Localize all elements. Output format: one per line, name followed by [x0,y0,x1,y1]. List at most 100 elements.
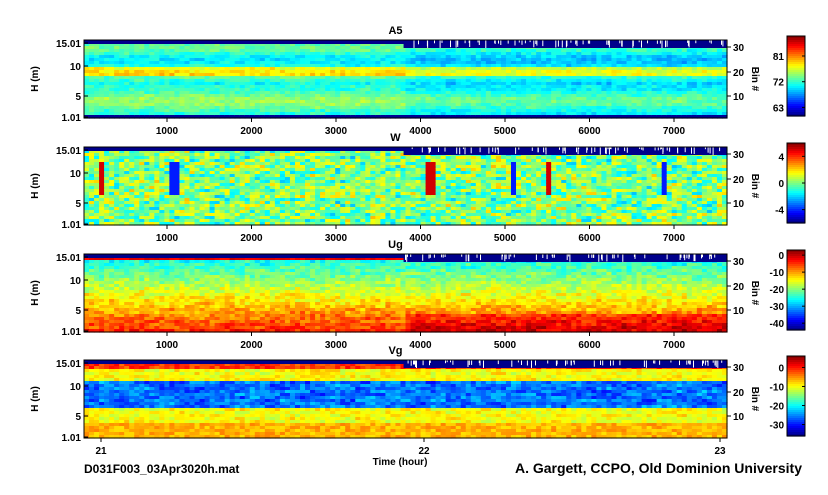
heatmap-cell [114,97,120,101]
heatmap-cell [475,97,482,101]
heatmap-cell [134,91,140,95]
heatmap-cell [681,94,688,98]
heatmap-cell [169,46,176,50]
heatmap-cell [360,186,366,190]
heatmap-cell [676,91,683,95]
heatmap-cell [199,153,206,157]
heatmap-cell [179,222,186,226]
heatmap-cell [279,94,286,98]
heatmap-cell [179,94,186,98]
heatmap-cell [320,88,326,92]
heatmap-cell [234,100,241,104]
heatmap-cell [320,64,326,68]
heatmap-cell [179,186,186,190]
heatmap-cell [686,109,693,113]
surface-spike [533,40,535,48]
heatmap-cell [536,115,542,119]
heatmap-cell [134,82,140,86]
heatmap-cell [214,156,221,160]
heatmap-cell [234,85,241,89]
heatmap-cell [681,58,688,62]
heatmap-cell [415,79,422,83]
heatmap-cell [199,219,206,223]
heatmap-cell [721,97,728,101]
heatmap-cell [566,94,572,98]
heatmap-cell [345,177,351,181]
heatmap-cell [89,195,95,199]
heatmap-cell [164,67,170,71]
heatmap-cell [380,106,386,110]
heatmap-cell [495,85,502,89]
heatmap-cell [390,58,397,62]
heatmap-cell [460,70,467,74]
heatmap-cell [169,192,176,196]
heatmap-cell [99,100,105,104]
heatmap-cell [239,58,246,62]
heatmap-cell [505,79,512,83]
heatmap-cell [621,64,628,68]
heatmap-cell [89,55,95,59]
heatmap-cell [129,219,135,223]
heatmap-cell [360,61,366,65]
heatmap-cell [556,58,562,62]
heatmap-cell [440,103,447,107]
heatmap-cell [274,55,281,59]
heatmap-cell [305,46,311,50]
heatmap-cell [661,109,668,113]
heatmap-cell [199,115,206,119]
heatmap-cell [370,216,376,220]
heatmap-cell [279,46,286,50]
heatmap-cell [119,183,125,187]
heatmap-cell [681,88,688,92]
heatmap-cell [244,189,251,193]
heatmap-cell [485,76,492,80]
heatmap-cell [144,198,150,202]
heatmap-cell [229,73,236,77]
heatmap-cell [269,204,276,208]
heatmap-cell [189,162,196,166]
heatmap-cell [330,177,336,181]
heatmap-cell [691,70,698,74]
heatmap-cell [325,46,331,50]
heatmap-cell [129,97,135,101]
heatmap-cell [214,222,221,226]
heatmap-cell [335,115,341,119]
heatmap-cell [385,58,392,62]
heatmap-cell [490,88,497,92]
heatmap-cell [616,94,623,98]
heatmap-cell [154,112,160,116]
heatmap-cell [124,112,130,116]
heatmap-cell [470,106,477,110]
heatmap-cell [571,112,577,116]
heatmap-cell [611,73,618,77]
heatmap-cell [169,168,176,172]
heatmap-cell [345,210,351,214]
heatmap-cell [134,162,140,166]
heatmap-cell [696,85,703,89]
heatmap-cell [616,112,623,116]
heatmap-cell [365,109,371,113]
heatmap-cell [224,222,231,226]
heatmap-cell [716,64,723,68]
heatmap-cell [169,165,176,169]
heatmap-cell [254,70,261,74]
heatmap-cell [430,64,437,68]
colorbar-swatch [787,108,805,111]
heatmap-cell [104,198,110,202]
heatmap-cell [611,58,618,62]
heatmap-cell [335,88,341,92]
heatmap-cell [179,162,186,166]
heatmap-cell [561,82,567,86]
heatmap-cell [229,168,236,172]
heatmap-cell [89,82,95,86]
heatmap-cell [219,183,226,187]
heatmap-cell [104,171,110,175]
heatmap-cell [99,159,105,163]
heatmap-cell [124,195,130,199]
heatmap-cell [636,76,643,80]
heatmap-cell [541,94,547,98]
heatmap-cell [340,55,346,59]
heatmap-cell [154,177,160,181]
heatmap-cell [646,73,653,77]
heatmap-cell [99,85,105,89]
